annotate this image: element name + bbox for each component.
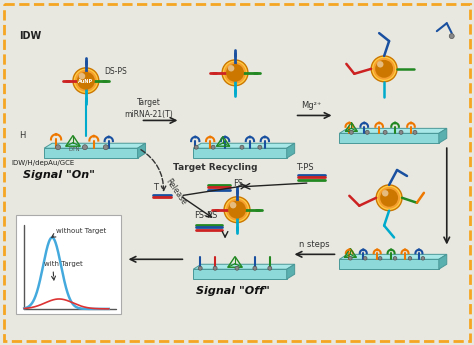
Circle shape (230, 202, 237, 208)
Text: DTN: DTN (69, 147, 81, 152)
Circle shape (380, 189, 398, 207)
Polygon shape (439, 254, 447, 269)
Circle shape (213, 266, 217, 270)
Text: Release: Release (164, 177, 188, 207)
Text: without Target: without Target (56, 227, 106, 234)
Circle shape (79, 73, 85, 79)
Circle shape (421, 257, 425, 260)
Circle shape (226, 199, 248, 220)
Polygon shape (339, 259, 439, 269)
Polygon shape (193, 148, 287, 158)
Circle shape (378, 257, 382, 260)
Circle shape (240, 145, 244, 149)
Text: IDW/H/depAu/GCE: IDW/H/depAu/GCE (11, 160, 74, 166)
Text: with Target: with Target (44, 261, 83, 267)
Circle shape (390, 248, 392, 251)
Circle shape (55, 133, 57, 136)
Text: IDW: IDW (19, 31, 42, 41)
Circle shape (75, 70, 97, 92)
Text: Signal "On": Signal "On" (23, 170, 95, 180)
Circle shape (55, 145, 61, 150)
Text: Target Recycling: Target Recycling (173, 163, 257, 172)
Circle shape (375, 60, 393, 78)
Circle shape (376, 248, 379, 251)
Polygon shape (193, 264, 295, 269)
Text: T-PS: T-PS (296, 163, 313, 172)
Bar (16, 215, 121, 314)
Circle shape (107, 136, 110, 138)
Circle shape (228, 65, 234, 71)
Circle shape (224, 62, 246, 84)
Circle shape (77, 72, 95, 90)
Polygon shape (193, 143, 295, 148)
Circle shape (393, 257, 397, 260)
Circle shape (363, 121, 366, 125)
Text: T: T (154, 183, 158, 192)
Circle shape (211, 145, 215, 149)
Polygon shape (44, 143, 146, 148)
Circle shape (235, 266, 239, 270)
Circle shape (376, 185, 402, 211)
Circle shape (226, 64, 244, 82)
Polygon shape (44, 148, 137, 158)
Circle shape (92, 135, 95, 138)
Text: n steps: n steps (299, 240, 330, 249)
Circle shape (378, 187, 400, 209)
Circle shape (371, 56, 397, 82)
Circle shape (403, 248, 407, 251)
Circle shape (408, 257, 412, 260)
Text: Mg²⁺: Mg²⁺ (301, 100, 322, 109)
Circle shape (378, 121, 381, 125)
Circle shape (228, 201, 246, 219)
Circle shape (224, 197, 250, 223)
Polygon shape (137, 143, 146, 158)
Polygon shape (439, 128, 447, 143)
Polygon shape (193, 269, 287, 279)
Circle shape (365, 130, 369, 134)
Text: DS-PS: DS-PS (104, 67, 127, 76)
Circle shape (248, 136, 251, 138)
Circle shape (399, 130, 403, 134)
Text: Signal "Off": Signal "Off" (196, 286, 270, 296)
Circle shape (264, 136, 266, 138)
Polygon shape (339, 254, 447, 259)
Circle shape (268, 266, 272, 270)
Text: FS: FS (233, 179, 243, 188)
Circle shape (258, 145, 262, 149)
Circle shape (349, 130, 353, 134)
Circle shape (362, 248, 365, 251)
Polygon shape (287, 143, 295, 158)
Circle shape (253, 266, 257, 270)
Circle shape (413, 130, 417, 134)
Circle shape (82, 145, 87, 150)
Circle shape (209, 136, 212, 138)
Text: H: H (19, 131, 26, 140)
Circle shape (383, 130, 387, 134)
Polygon shape (287, 264, 295, 279)
Circle shape (348, 121, 351, 125)
Circle shape (410, 121, 412, 125)
Polygon shape (339, 128, 447, 133)
Circle shape (382, 190, 389, 197)
Circle shape (222, 60, 248, 86)
Circle shape (348, 257, 352, 260)
Circle shape (364, 257, 367, 260)
Circle shape (103, 145, 108, 150)
Circle shape (377, 61, 383, 68)
Circle shape (198, 266, 202, 270)
Text: AuNP: AuNP (78, 79, 93, 84)
Polygon shape (339, 133, 439, 143)
Circle shape (418, 248, 420, 251)
Circle shape (194, 136, 197, 138)
Text: Target
miRNA-21(T): Target miRNA-21(T) (124, 98, 173, 119)
Circle shape (393, 121, 397, 125)
Circle shape (348, 248, 351, 251)
Circle shape (373, 58, 395, 80)
Circle shape (224, 136, 227, 138)
Circle shape (194, 145, 198, 149)
Circle shape (449, 33, 454, 39)
Circle shape (73, 68, 99, 93)
Text: FS-PS: FS-PS (194, 211, 218, 220)
